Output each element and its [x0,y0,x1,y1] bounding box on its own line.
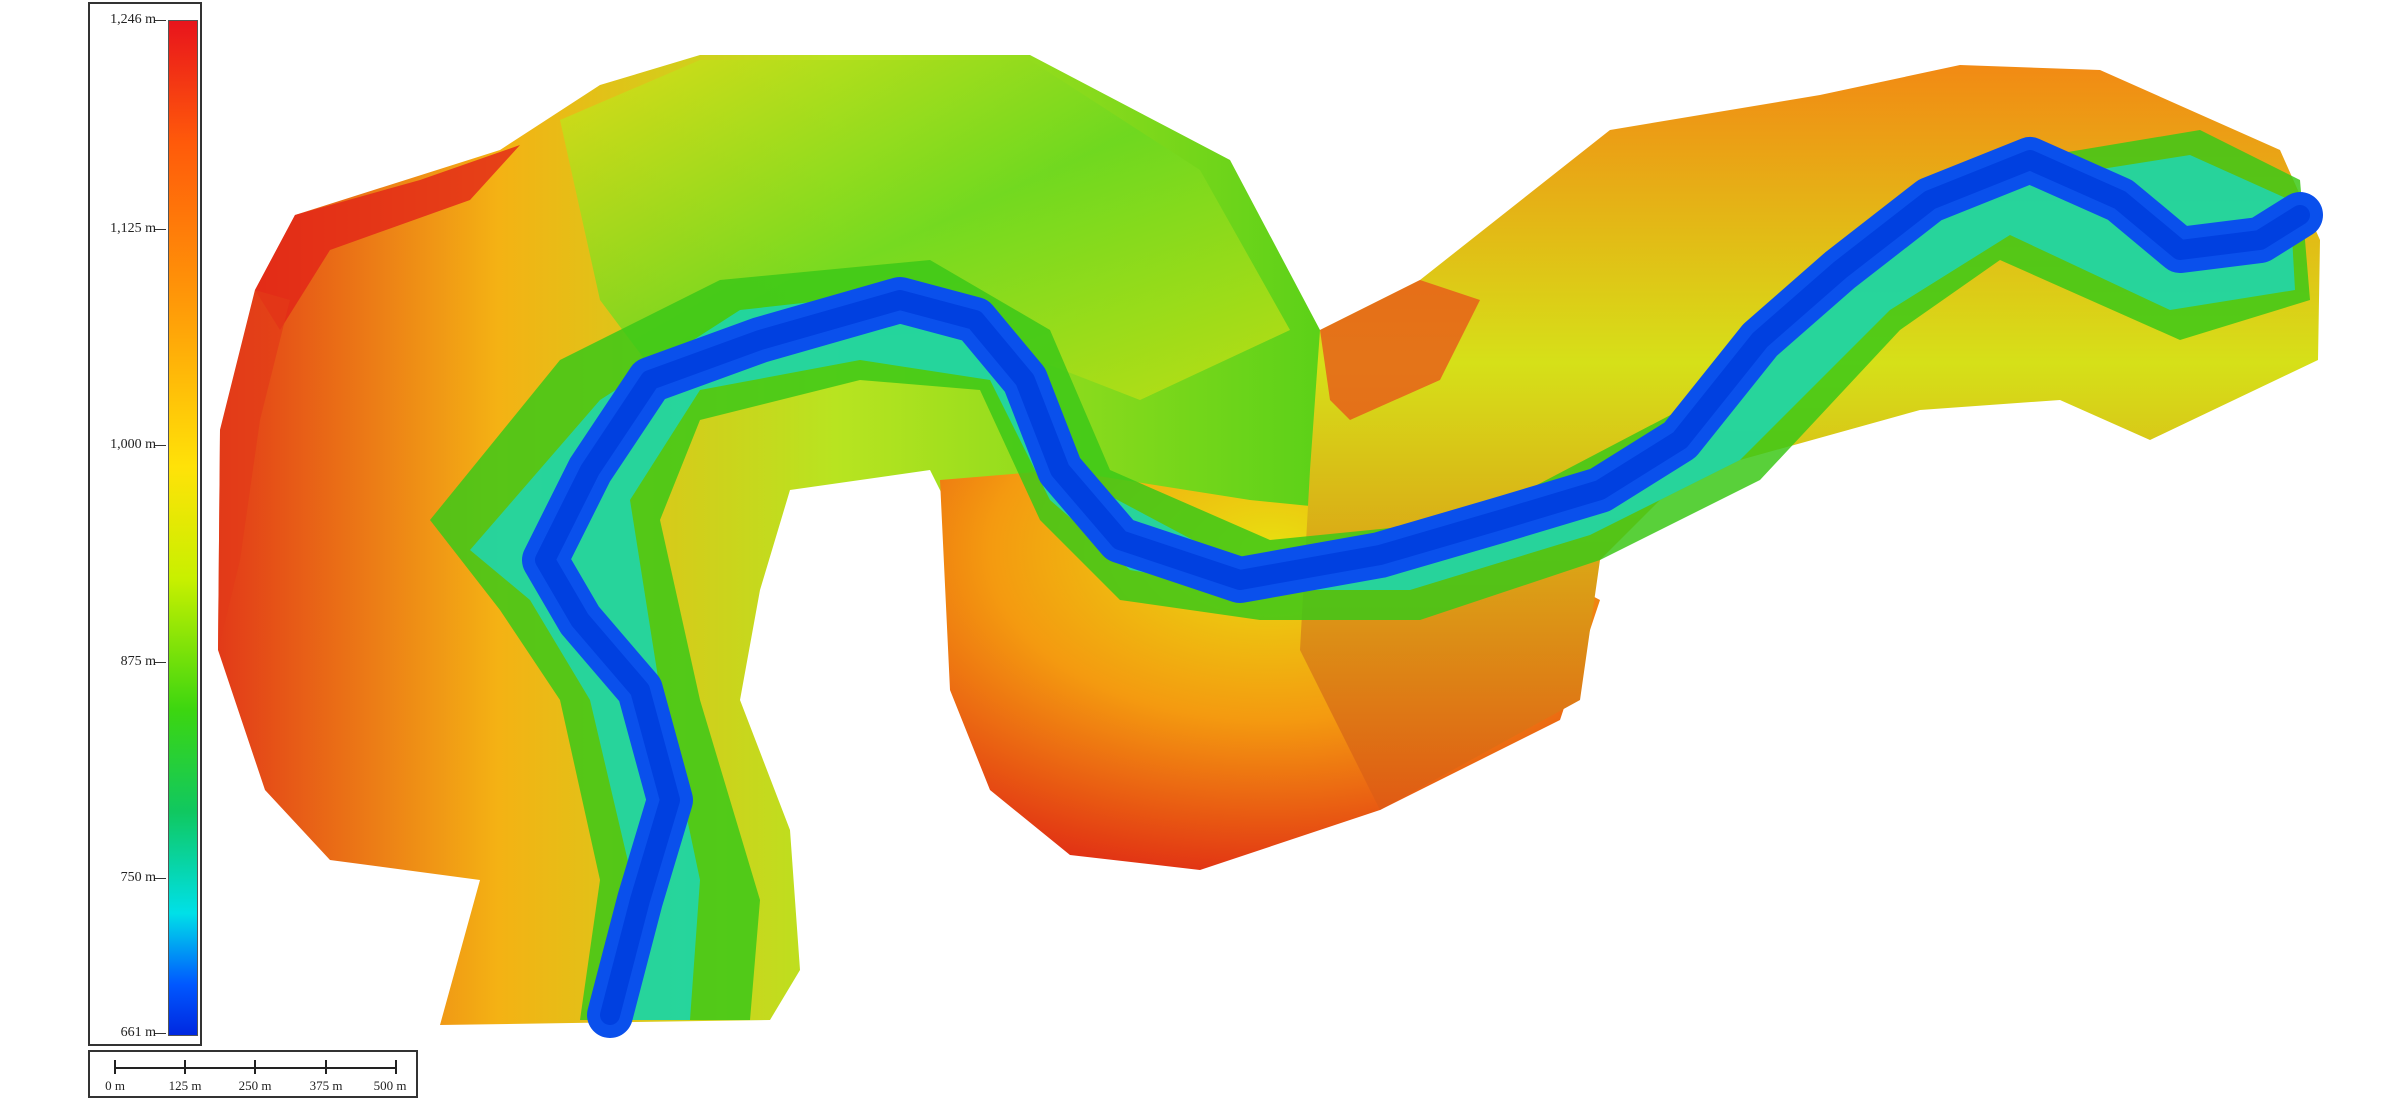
scale-label-0: 0 m [105,1078,125,1093]
high-ground-northwest [255,145,520,330]
scale-tick [395,1060,397,1074]
legend-tick [154,662,166,663]
legend-label-1000: 1,000 m [110,437,156,452]
valley-band-cyan [470,155,2295,1020]
scale-tick [325,1060,327,1074]
legend-label-875: 875 m [120,654,156,669]
scale-label-375: 375 m [309,1078,343,1093]
elevation-legend: 1,246 m 1,125 m 1,000 m 875 m 750 m 661 … [88,2,202,1046]
scale-label-125: 125 m [168,1078,202,1093]
high-ground-central [1320,280,1480,420]
scale-tick [254,1060,256,1074]
high-ground-west [218,290,290,650]
legend-tick [154,1033,166,1034]
scale-label-250: 250 m [238,1078,272,1093]
legend-label-1246: 1,246 m [110,12,156,27]
legend-tick [154,229,166,230]
legend-tick [154,20,166,21]
scale-bar: 0 m 125 m 250 m 375 m 500 m [88,1050,418,1098]
color-ramp [168,20,198,1036]
legend-label-661: 661 m [120,1025,156,1040]
legend-label-750: 750 m [120,870,156,885]
river-channel-deep [535,150,2310,1025]
scale-tick [184,1060,186,1074]
scale-label-500: 500 m [373,1078,407,1093]
legend-label-1125: 1,125 m [110,221,156,236]
scale-tick [114,1060,116,1074]
legend-tick [154,445,166,446]
legend-tick [154,878,166,879]
